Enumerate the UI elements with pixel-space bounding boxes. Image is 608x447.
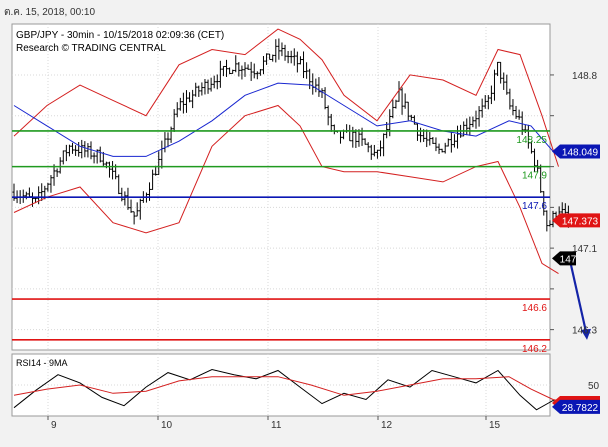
rsi-line (13, 368, 570, 411)
price-tag-label: 28.7822 (562, 403, 599, 414)
price-tag (552, 399, 600, 414)
price-tag-label: 148.049 (562, 147, 599, 158)
level-label: 146.6 (522, 303, 547, 314)
timestamp: ต.ค. 15, 2018, 00:10 (4, 7, 95, 18)
series (12, 28, 570, 411)
price-tag (552, 213, 600, 228)
projection-arrow-line (568, 258, 588, 333)
price-tag-label: 147.373 (562, 216, 599, 227)
axes: 9 10 11 12 15 146.3 147.1 148.8 50 (47, 71, 600, 431)
level-label: 148.25 (516, 135, 547, 146)
bollinger-lower-line (13, 104, 559, 275)
rsi-tick-label: 50 (588, 381, 600, 392)
y-tick-label: 147.1 (572, 244, 597, 255)
chart-title: GBP/JPY - 30min - 10/15/2018 02:09:36 (C… (16, 30, 224, 41)
x-tick-label: 12 (381, 420, 393, 431)
rsi-ma-line (13, 376, 570, 404)
price-plot-area[interactable] (11, 23, 551, 351)
bollinger-upper-line (13, 28, 559, 167)
rsi-plot-area[interactable] (11, 353, 551, 417)
projection-arrow-head (581, 328, 591, 340)
x-tick-label: 9 (51, 420, 57, 431)
level-label: 147.6 (522, 201, 547, 212)
y-tick-label: 146.3 (572, 326, 597, 337)
price-tag-label: 147 (560, 254, 577, 265)
chart-subtitle: Research © TRADING CENTRAL (16, 43, 166, 54)
price-tag (552, 251, 576, 266)
level-label: 146.2 (522, 344, 547, 355)
x-tick-label: 15 (489, 420, 501, 431)
level-label: 147.9 (522, 171, 547, 182)
rsi-title: RSI14 - 9MA (16, 358, 68, 368)
x-tick-label: 10 (161, 420, 173, 431)
moving-average-line (13, 82, 554, 157)
levels: 148.25 147.9 147.6 146.6 146.2 (12, 130, 591, 355)
price-tag (552, 144, 600, 159)
x-tick-label: 11 (271, 420, 282, 431)
y-tick-label: 148.8 (572, 71, 597, 82)
